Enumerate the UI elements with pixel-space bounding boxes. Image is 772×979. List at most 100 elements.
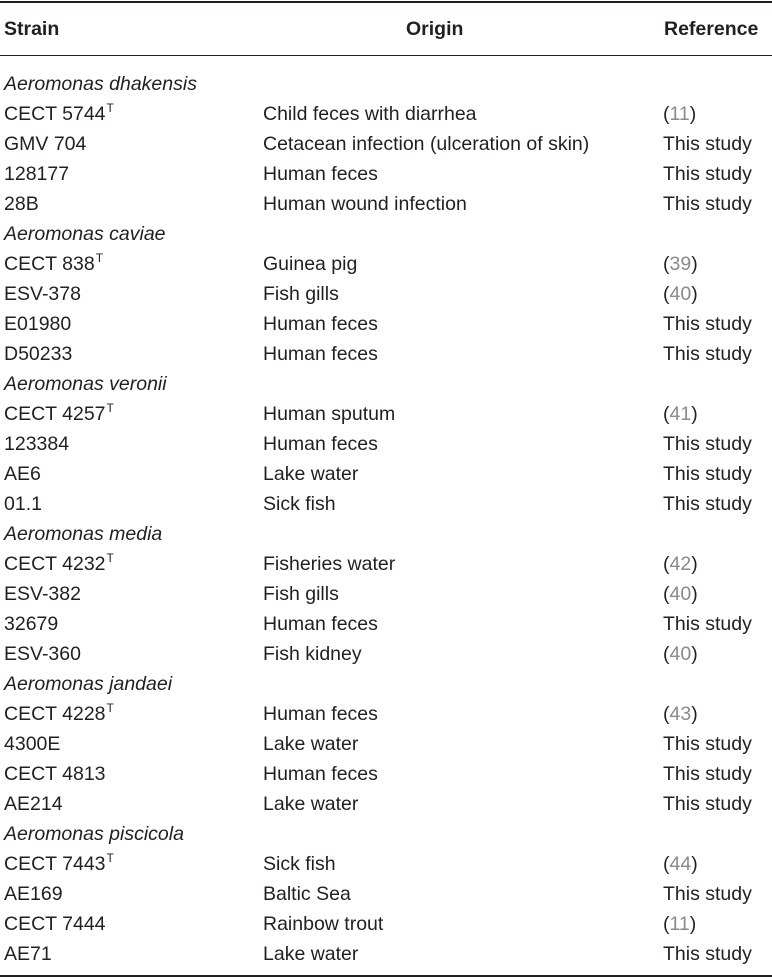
open-paren: ( bbox=[663, 913, 670, 935]
citation-link[interactable]: 11 bbox=[669, 103, 690, 125]
strain-cell: CECT 4813 bbox=[4, 759, 106, 789]
strain-name: 4300E bbox=[4, 733, 61, 755]
origin-cell: Rainbow trout bbox=[263, 913, 384, 935]
strain-cell: 123384 bbox=[4, 429, 69, 459]
strain-name: CECT 7444 bbox=[4, 913, 106, 935]
open-paren: ( bbox=[663, 253, 670, 275]
close-paren: ) bbox=[691, 643, 698, 665]
species-group-row: Aeromonas jandaei bbox=[0, 669, 772, 699]
close-paren: ) bbox=[691, 583, 698, 605]
strain-cell: CECT 5744T bbox=[4, 99, 114, 131]
strain-name: 128177 bbox=[4, 163, 70, 185]
strain-cell: 4300E bbox=[4, 729, 60, 759]
species-name: Aeromonas piscicola bbox=[4, 823, 184, 845]
reference-cell: This study bbox=[663, 133, 752, 155]
origin-cell: Guinea pig bbox=[263, 253, 358, 275]
origin-cell: Human feces bbox=[263, 613, 378, 635]
table-row: AE214 Lake water This study bbox=[0, 789, 772, 819]
species-name: Aeromonas media bbox=[4, 523, 163, 545]
strain-cell: 128177 bbox=[4, 159, 69, 189]
citation-link[interactable]: 39 bbox=[669, 253, 692, 275]
close-paren: ) bbox=[689, 913, 697, 935]
reference-cell: This study bbox=[663, 943, 752, 965]
table-row: CECT 4813 Human feces This study bbox=[0, 759, 772, 789]
table-row: 123384 Human feces This study bbox=[0, 429, 772, 459]
citation-link[interactable]: 44 bbox=[669, 853, 692, 875]
reference-cell: This study bbox=[663, 793, 752, 815]
origin-cell: Human wound infection bbox=[263, 193, 467, 215]
close-paren: ) bbox=[691, 853, 698, 875]
citation-link[interactable]: 42 bbox=[669, 553, 692, 575]
reference-cell: This study bbox=[663, 433, 752, 455]
strain-cell: CECT 7443T bbox=[4, 849, 114, 881]
citation-link[interactable]: 41 bbox=[669, 403, 692, 425]
strain-name: ESV-360 bbox=[4, 643, 81, 665]
open-paren: ( bbox=[663, 643, 670, 665]
open-paren: ( bbox=[663, 283, 670, 305]
table-row: CECT 838T Guinea pig (39) bbox=[0, 249, 772, 279]
strain-name: ESV-382 bbox=[4, 583, 81, 605]
header-reference: Reference bbox=[664, 18, 759, 40]
strain-name: AE71 bbox=[4, 943, 52, 965]
species-group-row: Aeromonas caviae bbox=[0, 219, 772, 249]
reference-cell: (11) bbox=[663, 909, 696, 939]
reference-cell: This study bbox=[663, 763, 752, 785]
table-row: 32679 Human feces This study bbox=[0, 609, 772, 639]
species-group-row: Aeromonas media bbox=[0, 519, 772, 549]
table-row: ESV-382 Fish gills (40) bbox=[0, 579, 772, 609]
strain-name: AE214 bbox=[4, 793, 63, 815]
citation-link[interactable]: 40 bbox=[669, 283, 692, 305]
origin-cell: Fisheries water bbox=[263, 553, 396, 575]
origin-cell: Baltic Sea bbox=[263, 883, 351, 905]
origin-cell: Lake water bbox=[263, 943, 359, 965]
type-strain-superscript: T bbox=[106, 401, 114, 415]
strain-name: AE169 bbox=[4, 883, 63, 905]
origin-cell: Human feces bbox=[263, 163, 378, 185]
strain-name: AE6 bbox=[4, 463, 41, 485]
origin-cell: Fish gills bbox=[263, 583, 339, 605]
type-strain-superscript: T bbox=[95, 251, 104, 265]
strain-cell: ESV-382 bbox=[4, 579, 81, 609]
type-strain-superscript: T bbox=[106, 701, 114, 715]
strain-name: ESV-378 bbox=[4, 283, 81, 305]
reference-cell: (44) bbox=[663, 849, 698, 879]
reference-cell: (39) bbox=[663, 249, 698, 279]
strain-cell: AE6 bbox=[4, 459, 41, 489]
citation-link[interactable]: 40 bbox=[669, 583, 692, 605]
table-row: GMV 704 Cetacean infection (ulceration of… bbox=[0, 129, 772, 159]
top-rule bbox=[0, 1, 772, 3]
reference-cell: This study bbox=[663, 313, 752, 335]
table-row: AE169 Baltic Sea This study bbox=[0, 879, 772, 909]
strain-name: GMV 704 bbox=[4, 133, 87, 155]
reference-cell: (11) bbox=[663, 99, 696, 129]
reference-cell: This study bbox=[663, 493, 752, 515]
table-row: D50233 Human feces This study bbox=[0, 339, 772, 369]
strain-name: CECT 4257 bbox=[4, 403, 106, 425]
table-row: AE6 Lake water This study bbox=[0, 459, 772, 489]
close-paren: ) bbox=[691, 253, 698, 275]
species-group-row: Aeromonas dhakensis bbox=[0, 69, 772, 99]
type-strain-superscript: T bbox=[106, 851, 114, 865]
citation-link[interactable]: 40 bbox=[669, 643, 692, 665]
strain-cell: 28B bbox=[4, 189, 39, 219]
citation-link[interactable]: 43 bbox=[669, 703, 692, 725]
strain-name: E01980 bbox=[4, 313, 72, 335]
table-row: 28B Human wound infection This study bbox=[0, 189, 772, 219]
citation-link[interactable]: 11 bbox=[669, 913, 690, 935]
table-row: CECT 4257T Human sputum (41) bbox=[0, 399, 772, 429]
species-group-row: Aeromonas piscicola bbox=[0, 819, 772, 849]
table-row: CECT 7444 Rainbow trout (11) bbox=[0, 909, 772, 939]
species-name: Aeromonas jandaei bbox=[4, 673, 173, 695]
reference-cell: This study bbox=[663, 883, 752, 905]
origin-cell: Sick fish bbox=[263, 493, 336, 515]
open-paren: ( bbox=[663, 103, 670, 125]
reference-cell: (42) bbox=[663, 549, 698, 579]
table-row: CECT 4228T Human feces (43) bbox=[0, 699, 772, 729]
origin-cell: Human feces bbox=[263, 703, 378, 725]
strain-cell: CECT 838T bbox=[4, 249, 103, 281]
close-paren: ) bbox=[691, 703, 698, 725]
reference-cell: This study bbox=[663, 733, 752, 755]
table-row: 128177 Human feces This study bbox=[0, 159, 772, 189]
reference-cell: (40) bbox=[663, 579, 698, 609]
reference-cell: This study bbox=[663, 463, 752, 485]
